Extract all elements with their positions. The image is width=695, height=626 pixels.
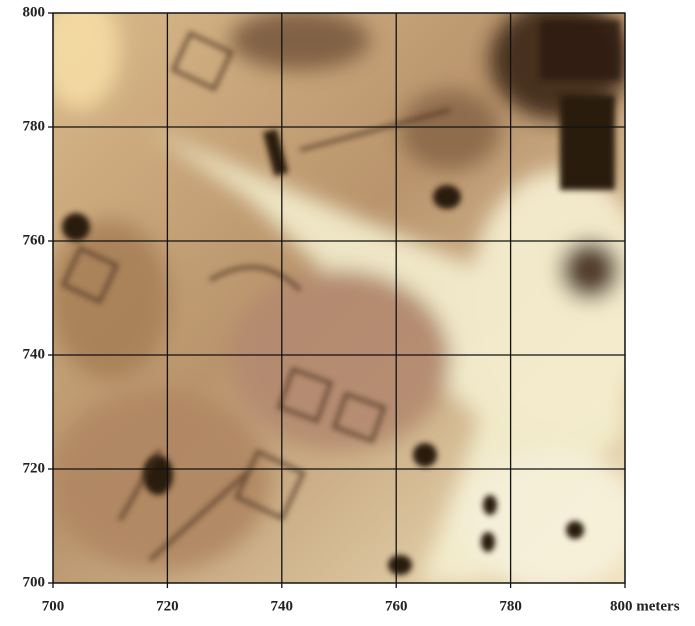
survey-image bbox=[40, 0, 650, 590]
x-tick-label: 780 bbox=[499, 598, 522, 614]
x-tick-label: 740 bbox=[271, 598, 294, 614]
x-tick-label: 720 bbox=[156, 598, 179, 614]
y-tick-label: 740 bbox=[23, 346, 46, 362]
y-tick-label: 760 bbox=[23, 232, 46, 248]
map-figure: 700 720 740 760 780 800 meters 700 720 740 760 780… bbox=[0, 0, 695, 626]
x-tick-label: 800 meters bbox=[610, 598, 680, 614]
y-tick-label: 720 bbox=[23, 460, 46, 476]
x-tick-label: 700 bbox=[42, 598, 65, 614]
y-tick-label: 780 bbox=[23, 118, 46, 134]
y-tick-label: 800 bbox=[23, 4, 46, 20]
x-tick-label: 760 bbox=[385, 598, 408, 614]
y-tick-label: 700 bbox=[23, 574, 46, 590]
